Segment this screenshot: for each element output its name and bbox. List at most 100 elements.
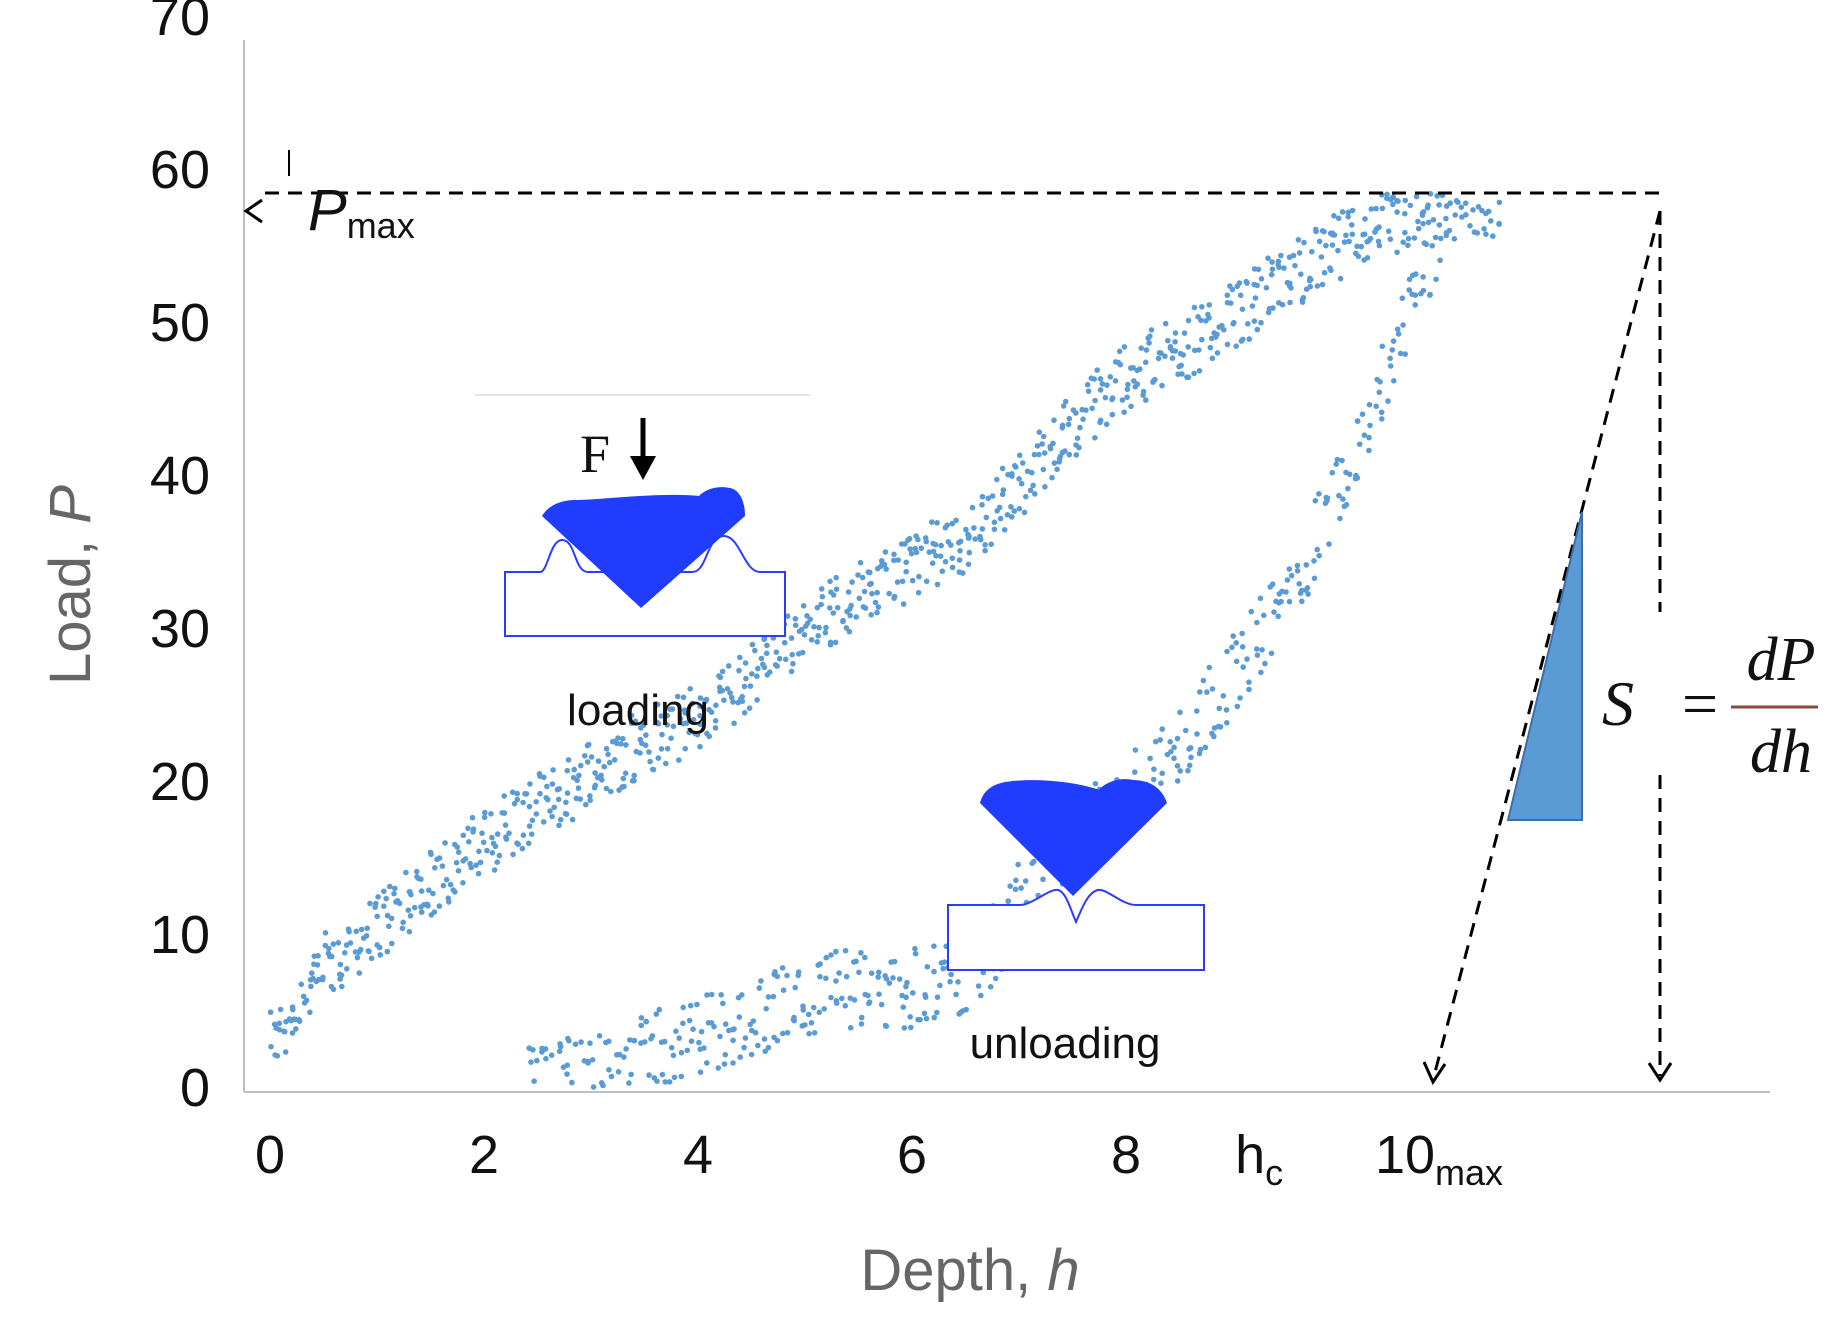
data-point bbox=[1321, 228, 1327, 235]
pmax-arrow-icon bbox=[243, 198, 263, 224]
data-point bbox=[1050, 440, 1056, 447]
data-point bbox=[1029, 469, 1035, 476]
data-point bbox=[621, 1054, 627, 1060]
data-point bbox=[957, 548, 963, 554]
data-point bbox=[565, 757, 572, 763]
data-point bbox=[1004, 512, 1011, 518]
data-point bbox=[1284, 577, 1291, 583]
data-point bbox=[1434, 193, 1440, 199]
data-point bbox=[455, 849, 462, 855]
data-point bbox=[1039, 441, 1045, 447]
data-point bbox=[605, 751, 611, 758]
data-point bbox=[1016, 505, 1023, 512]
data-point bbox=[736, 1014, 743, 1020]
data-point bbox=[997, 515, 1004, 522]
data-point bbox=[669, 706, 676, 712]
data-point bbox=[1329, 242, 1336, 248]
data-point bbox=[564, 1071, 570, 1077]
data-point bbox=[1339, 209, 1346, 215]
data-point bbox=[761, 664, 768, 671]
data-point bbox=[649, 1033, 656, 1039]
data-point bbox=[912, 545, 918, 552]
data-point bbox=[1040, 433, 1047, 440]
data-point bbox=[978, 992, 984, 999]
data-point bbox=[1196, 347, 1202, 353]
data-point bbox=[931, 943, 937, 949]
data-point bbox=[1191, 347, 1198, 354]
data-point bbox=[543, 1055, 549, 1062]
data-point bbox=[1378, 409, 1385, 416]
data-point bbox=[1107, 374, 1114, 380]
data-point bbox=[827, 578, 833, 585]
data-point bbox=[706, 733, 712, 740]
data-point bbox=[883, 976, 890, 982]
data-point bbox=[938, 542, 944, 549]
data-point bbox=[1391, 378, 1397, 384]
data-point bbox=[1230, 321, 1236, 327]
data-point bbox=[489, 850, 496, 856]
data-point bbox=[1132, 384, 1139, 390]
data-point bbox=[963, 1006, 969, 1013]
data-point bbox=[1042, 484, 1048, 490]
data-point bbox=[1258, 669, 1264, 676]
data-point bbox=[1172, 330, 1179, 336]
data-point bbox=[886, 980, 893, 986]
y-tick-60: 60 bbox=[150, 140, 210, 200]
data-point bbox=[676, 1035, 682, 1041]
data-point bbox=[439, 863, 446, 869]
data-point bbox=[697, 695, 704, 701]
data-point bbox=[1214, 331, 1220, 338]
data-point bbox=[540, 819, 547, 825]
data-point bbox=[496, 852, 503, 859]
data-point bbox=[1016, 452, 1023, 459]
data-point bbox=[1394, 209, 1400, 215]
data-point bbox=[556, 822, 562, 829]
data-point bbox=[1379, 343, 1386, 350]
data-point bbox=[632, 718, 639, 724]
data-point bbox=[1007, 883, 1013, 889]
data-point bbox=[1278, 252, 1284, 259]
data-point bbox=[1358, 243, 1365, 250]
data-point bbox=[895, 557, 901, 563]
data-point bbox=[1301, 239, 1307, 246]
data-point bbox=[991, 526, 998, 533]
data-point bbox=[482, 809, 488, 816]
data-point bbox=[684, 1047, 691, 1054]
data-point bbox=[686, 729, 692, 736]
data-point bbox=[900, 601, 907, 607]
data-point bbox=[1228, 300, 1234, 307]
data-point bbox=[697, 1069, 704, 1075]
data-point bbox=[646, 1072, 652, 1078]
data-point bbox=[1178, 362, 1184, 369]
data-point bbox=[948, 971, 954, 978]
data-point bbox=[356, 970, 363, 976]
data-point bbox=[601, 763, 607, 770]
data-point bbox=[1158, 780, 1164, 786]
data-point bbox=[480, 839, 487, 846]
data-point bbox=[1323, 242, 1329, 249]
data-point bbox=[384, 912, 391, 919]
data-point bbox=[1206, 302, 1213, 308]
data-point bbox=[1296, 250, 1303, 256]
data-point bbox=[536, 771, 543, 777]
data-point bbox=[683, 720, 690, 726]
data-point bbox=[878, 1001, 885, 1008]
data-point bbox=[858, 1021, 865, 1027]
data-point bbox=[931, 1014, 937, 1021]
data-point bbox=[810, 1004, 817, 1011]
data-point bbox=[1246, 679, 1252, 685]
data-point bbox=[1299, 587, 1305, 594]
data-point bbox=[585, 1058, 591, 1065]
data-point bbox=[1031, 858, 1037, 865]
data-point bbox=[903, 568, 909, 575]
data-point bbox=[752, 647, 758, 654]
data-point bbox=[1413, 193, 1420, 200]
data-point bbox=[406, 928, 413, 935]
data-point bbox=[1197, 689, 1203, 695]
svg-text:dh: dh bbox=[1750, 718, 1812, 786]
data-point bbox=[430, 890, 436, 897]
force-arrow-icon bbox=[630, 418, 656, 480]
data-point bbox=[418, 909, 425, 915]
data-point bbox=[631, 772, 637, 779]
data-point bbox=[460, 832, 467, 839]
